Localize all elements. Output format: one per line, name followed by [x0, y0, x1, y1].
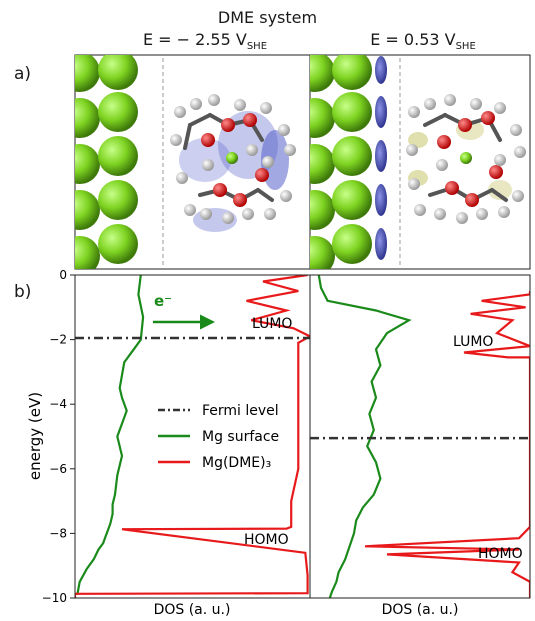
legend-mg-surface-label: Mg surface	[202, 429, 279, 445]
left-mg-dme-complex-line	[75, 275, 310, 598]
right-x-axis-label: DOS (a. u.)	[382, 602, 459, 618]
y-axis-label: energy (eV)	[26, 392, 44, 480]
right-homo-label: HOMO	[478, 546, 523, 562]
y-tick-label: −8	[49, 526, 67, 540]
right-potential-main: E = 0.53 V	[370, 30, 456, 49]
left-potential-main: E = − 2.55 V	[142, 30, 247, 49]
mg-dme-complex-right	[406, 94, 526, 224]
left-structure	[75, 55, 296, 269]
y-tick-label: −4	[49, 397, 67, 411]
y-tick-label: −2	[49, 333, 67, 347]
y-tick-label: 0	[59, 268, 67, 282]
panel-a-structures	[74, 54, 531, 270]
left-y-axis-ticks: 0 −2 −4 −6 −8 −10	[42, 268, 75, 605]
y-tick-label: −6	[49, 462, 67, 476]
figure-title: DME system	[217, 8, 318, 27]
right-mg-dme-complex-line	[364, 291, 530, 598]
surface-charge-isosurface	[375, 56, 387, 260]
legend-fermi-label: Fermi level	[202, 403, 279, 419]
right-potential-sub: SHE	[455, 41, 476, 53]
left-potential-sub: SHE	[246, 41, 268, 53]
right-structure	[310, 55, 526, 269]
y-tick-label: −10	[42, 591, 67, 605]
legend: Fermi level Mg surface Mg(DME)₃	[158, 403, 279, 471]
mg-slab-left	[75, 55, 138, 269]
left-x-axis-label: DOS (a. u.)	[154, 602, 231, 618]
left-dos-plot	[75, 275, 310, 598]
panel-b-label: b)	[14, 282, 32, 302]
left-homo-label: HOMO	[244, 532, 289, 548]
left-lumo-label: LUMO	[252, 316, 292, 332]
right-mg-surface-line	[317, 275, 412, 598]
mg-slab-right	[310, 55, 372, 269]
mg-dme-complex-left	[170, 94, 296, 232]
legend-complex-label: Mg(DME)₃	[202, 455, 271, 471]
right-dos-plot	[310, 275, 530, 598]
panel-a-label: a)	[14, 64, 32, 84]
right-lumo-label: LUMO	[453, 334, 493, 350]
electron-label: e⁻	[154, 292, 172, 310]
left-potential-label: E = − 2.55 VSHE	[85, 30, 325, 52]
left-mg-surface-line	[76, 275, 145, 595]
electron-transfer-arrow: e⁻	[153, 292, 215, 330]
right-potential-label: E = 0.53 VSHE	[318, 30, 528, 52]
right-plot-frame	[309, 274, 531, 599]
